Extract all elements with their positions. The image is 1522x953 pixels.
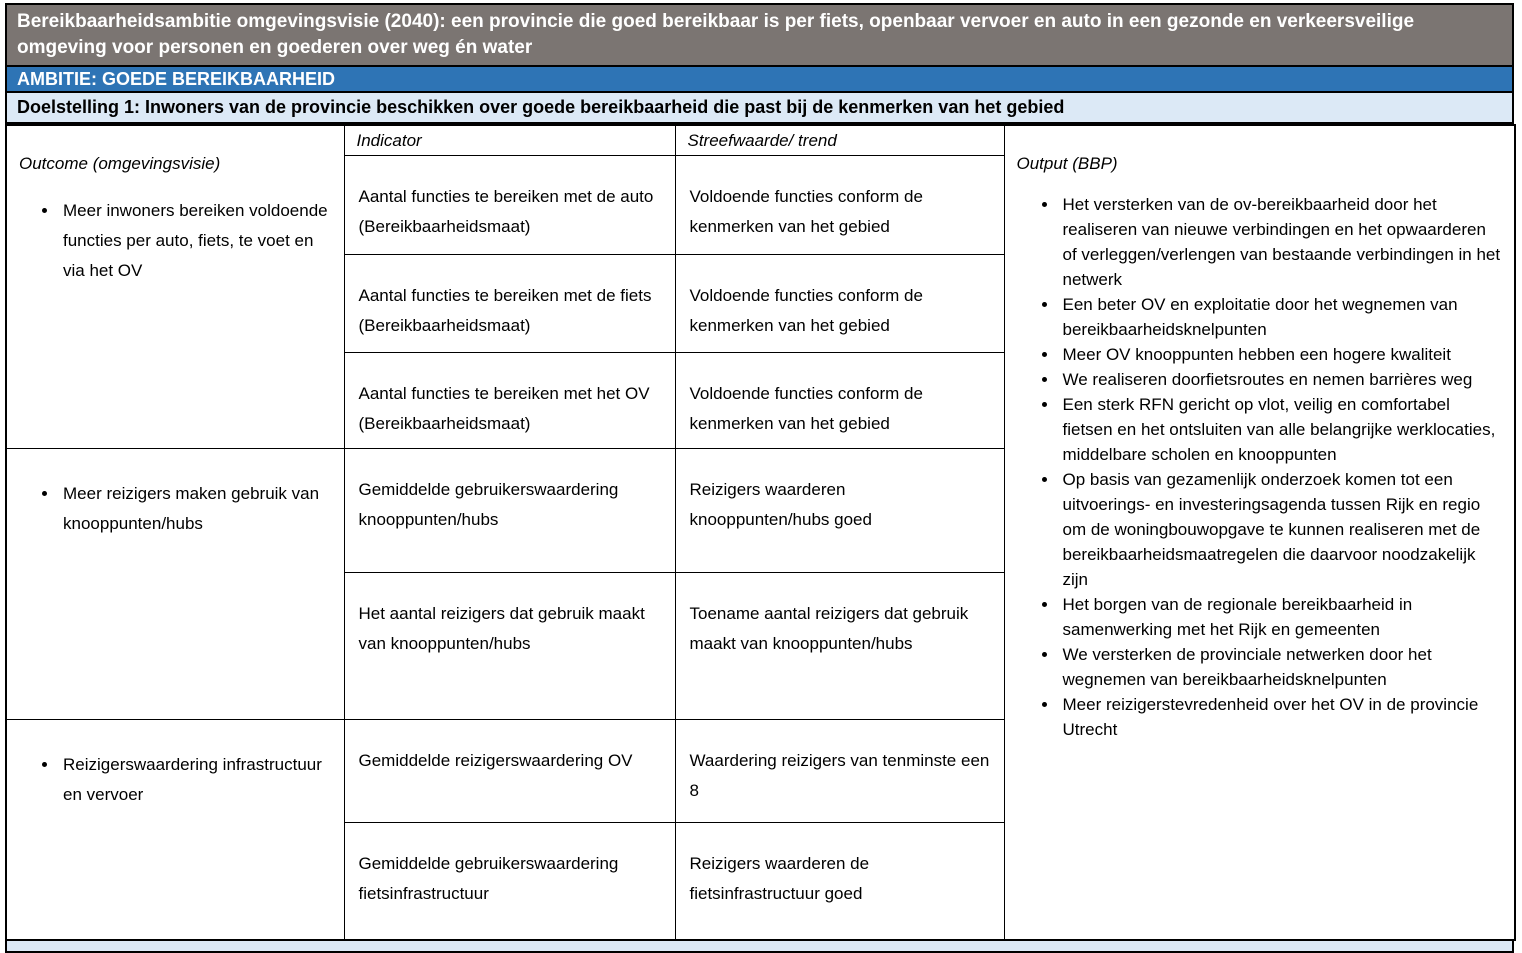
- ambition-title-bar: Bereikbaarheidsambitie omgevingsvisie (2…: [5, 3, 1514, 67]
- output-cell: Output (BBP) Het versterken van de ov-be…: [1003, 124, 1516, 940]
- outcome-bullet: Meer reizigers maken gebruik van knooppu…: [59, 479, 334, 539]
- indicator-cell: Aantal functies te bereiken met de auto …: [343, 155, 676, 255]
- target-cell: Voldoende functies conform de kenmerken …: [674, 352, 1005, 449]
- output-bullet: We versterken de provinciale netwerken d…: [1059, 642, 1505, 692]
- target-cell: Reizigers waarderen knooppunten/hubs goe…: [674, 448, 1005, 573]
- output-bullet: Meer reizigerstevredenheid over het OV i…: [1059, 692, 1505, 742]
- outcome-bullet-list-2: Meer reizigers maken gebruik van knooppu…: [19, 479, 334, 539]
- indicator-cell: Het aantal reizigers dat gebruik maakt v…: [343, 572, 676, 720]
- doelstelling-bar-text: Doelstelling 1: Inwoners van de provinci…: [17, 97, 1065, 117]
- target-cell: Voldoende functies conform de kenmerken …: [674, 155, 1005, 255]
- target-cell: Voldoende functies conform de kenmerken …: [674, 254, 1005, 353]
- output-bullet: Het borgen van de regionale bereikbaarhe…: [1059, 592, 1505, 642]
- indicator-cell: Gemiddelde reizigerswaardering OV: [343, 719, 676, 823]
- output-column-header: Output (BBP): [1016, 154, 1118, 173]
- ambitie-bar: AMBITIE: GOEDE BEREIKBAARHEID: [5, 67, 1514, 93]
- output-bullet: Het versterken van de ov-bereikbaarheid …: [1059, 192, 1505, 292]
- outcome-bullet-list-3: Reizigerswaardering infrastructuur en ve…: [19, 750, 334, 810]
- output-bullet: Een beter OV en exploitatie door het weg…: [1059, 292, 1505, 342]
- doelstelling-bar: Doelstelling 1: Inwoners van de provinci…: [5, 93, 1514, 124]
- outcome-cell-3: Reizigerswaardering infrastructuur en ve…: [5, 719, 345, 940]
- target-cell: Reizigers waarderen de fietsinfrastructu…: [674, 822, 1005, 940]
- indicator-cell: Gemiddelde gebruikerswaardering fietsinf…: [343, 822, 676, 940]
- indicator-cell: Aantal functies te bereiken met de fiets…: [343, 254, 676, 353]
- output-bullet: Meer OV knooppunten hebben een hogere kw…: [1059, 342, 1505, 367]
- output-bullet: Een sterk RFN gericht op vlot, veilig en…: [1059, 392, 1505, 467]
- target-cell: Toename aantal reizigers dat gebruik maa…: [674, 572, 1005, 720]
- target-cell: Waardering reizigers van tenminste een 8: [674, 719, 1005, 823]
- outcome-column-header: Outcome (omgevingsvisie): [19, 154, 221, 173]
- ambitie-bar-text: AMBITIE: GOEDE BEREIKBAARHEID: [17, 69, 336, 89]
- ambition-title-text: Bereikbaarheidsambitie omgevingsvisie (2…: [17, 11, 1415, 58]
- outcome-bullet: Reizigerswaardering infrastructuur en ve…: [59, 750, 334, 810]
- outcome-cell-1: Outcome (omgevingsvisie) Meer inwoners b…: [5, 124, 345, 449]
- document-page: Bereikbaarheidsambitie omgevingsvisie (2…: [5, 3, 1516, 953]
- outcome-bullet: Meer inwoners bereiken voldoende functie…: [59, 196, 334, 286]
- output-bullet: We realiseren doorfietsroutes en nemen b…: [1059, 367, 1505, 392]
- output-bullet-list: Het versterken van de ov-bereikbaarheid …: [1017, 192, 1505, 742]
- outcome-cell-2: Meer reizigers maken gebruik van knooppu…: [5, 448, 345, 720]
- goal-matrix-table: Outcome (omgevingsvisie) Meer inwoners b…: [5, 124, 1516, 941]
- next-section-strip: [5, 940, 1514, 953]
- indicator-cell: Gemiddelde gebruikerswaardering knooppun…: [343, 448, 676, 573]
- indicator-cell: Aantal functies te bereiken met het OV (…: [343, 352, 676, 449]
- outcome-bullet-list-1: Meer inwoners bereiken voldoende functie…: [19, 196, 334, 286]
- indicator-column-header: Indicator: [343, 124, 676, 156]
- target-column-header: Streefwaarde/ trend: [674, 124, 1005, 156]
- output-bullet: Op basis van gezamenlijk onderzoek komen…: [1059, 467, 1505, 592]
